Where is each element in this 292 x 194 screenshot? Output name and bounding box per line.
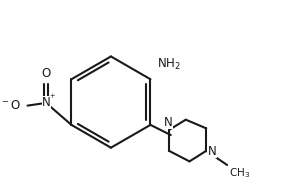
Text: CH$_3$: CH$_3$ xyxy=(229,166,250,180)
Text: N: N xyxy=(164,116,173,129)
Text: $^+$: $^+$ xyxy=(48,93,56,103)
Text: O: O xyxy=(41,67,51,80)
Text: N: N xyxy=(42,96,51,109)
Text: $^-$O: $^-$O xyxy=(0,99,21,112)
Text: NH$_2$: NH$_2$ xyxy=(157,57,180,72)
Text: N: N xyxy=(208,145,216,158)
